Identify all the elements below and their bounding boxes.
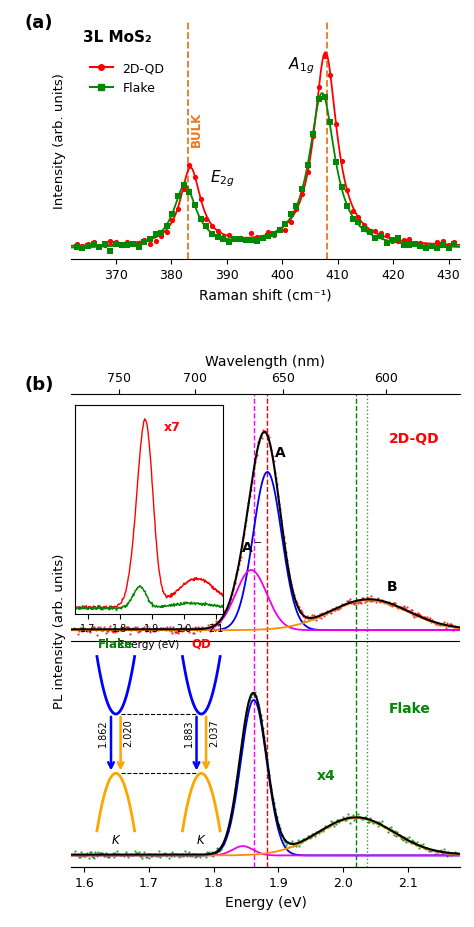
Legend: 2D-QD, Flake: 2D-QD, Flake <box>85 57 170 100</box>
Text: B: B <box>387 580 398 594</box>
Text: (a): (a) <box>25 14 53 32</box>
Text: A$^-$: A$^-$ <box>241 540 263 554</box>
X-axis label: Raman shift (cm⁻¹): Raman shift (cm⁻¹) <box>199 287 332 301</box>
Text: $A_{1g}$: $A_{1g}$ <box>288 56 314 76</box>
Text: x4: x4 <box>317 768 336 782</box>
Text: (b): (b) <box>25 375 54 393</box>
X-axis label: Energy (eV): Energy (eV) <box>225 895 306 909</box>
Text: 2D-QD: 2D-QD <box>389 431 439 445</box>
Text: Flake: Flake <box>389 702 430 716</box>
Text: 3L MoS₂: 3L MoS₂ <box>83 31 151 45</box>
Y-axis label: Intensity (arb. units): Intensity (arb. units) <box>53 73 65 210</box>
Text: BULK: BULK <box>190 112 203 147</box>
Text: $E_{2g}$: $E_{2g}$ <box>210 169 235 189</box>
X-axis label: Wavelength (nm): Wavelength (nm) <box>205 355 326 369</box>
Text: A: A <box>275 445 286 459</box>
Y-axis label: PL intensity (arb. units): PL intensity (arb. units) <box>53 552 65 708</box>
